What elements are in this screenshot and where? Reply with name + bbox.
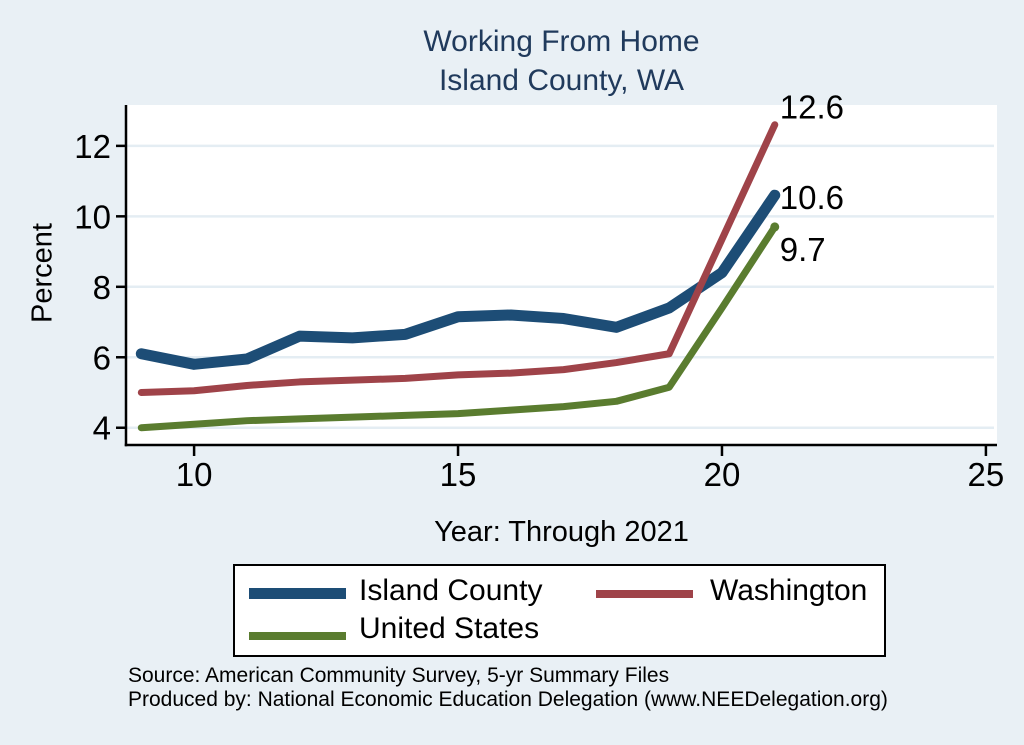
y-tick-label: 12 [74, 128, 111, 165]
legend-label-washington: Washington [710, 574, 868, 607]
series-line-island-county [135, 189, 781, 370]
y-tick-label: 8 [93, 269, 111, 306]
y-tick-label: 4 [93, 410, 111, 447]
x-tick-label: 20 [704, 456, 741, 493]
series-end-label-washington: 12.6 [780, 89, 844, 126]
x-tick-label: 25 [968, 456, 1005, 493]
source-note: Source: American Community Survey, 5-yr … [128, 664, 888, 712]
series-end-label-united-states: 9.7 [780, 231, 826, 268]
legend-box: Island County Washington United States [233, 564, 886, 657]
x-tick-label: 10 [176, 456, 213, 493]
chart-title-line1: Working From Home [423, 25, 700, 58]
y-tick-label: 10 [74, 198, 111, 235]
series-line-united-states [137, 223, 779, 432]
source-line1: Source: American Community Survey, 5-yr … [128, 664, 670, 687]
chart-plot: 4 6 8 10 12 10 15 20 25 10.6 9.7 12.6 [74, 89, 1005, 493]
series-end-marker-united-states [770, 222, 780, 232]
legend-swatch-united-states [249, 632, 346, 640]
legend-label-united-states: United States [359, 612, 540, 645]
series-line-washington [137, 121, 779, 397]
chart-title-line2: Island County, WA [438, 64, 685, 97]
y-tick-label: 6 [93, 339, 111, 376]
legend-swatch-washington [596, 590, 693, 598]
y-axis-title: Percent [26, 223, 59, 323]
plot-area [126, 105, 997, 445]
chart-title: Working From Home Island County, WA [126, 22, 997, 100]
legend-label-island-county: Island County [359, 574, 543, 607]
legend-swatch-island-county [249, 588, 346, 599]
source-line2: Produced by: National Economic Education… [128, 688, 888, 711]
x-tick-label: 15 [440, 456, 477, 493]
x-axis-title: Year: Through 2021 [434, 516, 689, 548]
series-end-label-island-county: 10.6 [780, 179, 844, 216]
